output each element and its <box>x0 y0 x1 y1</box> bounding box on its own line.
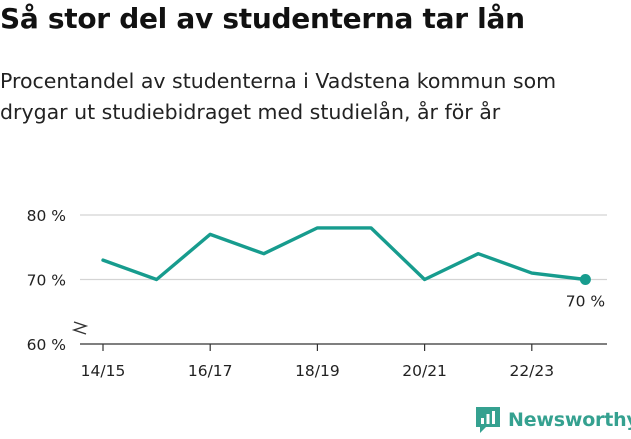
chart-subtitle: Procentandel av studenterna i Vadstena k… <box>0 69 557 124</box>
y-tick-label: 60 % <box>27 336 66 354</box>
y-tick-label: 80 % <box>27 207 66 225</box>
y-tick-label: 70 % <box>27 272 66 290</box>
x-tick-label: 14/15 <box>81 362 126 380</box>
series-line <box>101 226 588 282</box>
newsworthy-logo-icon <box>476 407 500 433</box>
axis-break-marker <box>71 321 89 335</box>
brand-name: Newsworthy <box>508 409 631 431</box>
x-tick-label: 22/23 <box>509 362 554 380</box>
x-tick-label: 20/21 <box>402 362 447 380</box>
last-value-label: 70 % <box>566 293 605 311</box>
last-data-point <box>579 274 591 285</box>
x-tick-label: 16/17 <box>188 362 233 380</box>
line-chart: 60 % 70 % 80 % 14/15 16/17 18/19 20/21 22/23 70 … <box>27 207 607 380</box>
chart-title: Så stor del av studenterna tar lån <box>0 2 525 35</box>
x-tick-label: 18/19 <box>295 362 340 380</box>
brand-logo: Newsworthy <box>474 405 631 435</box>
